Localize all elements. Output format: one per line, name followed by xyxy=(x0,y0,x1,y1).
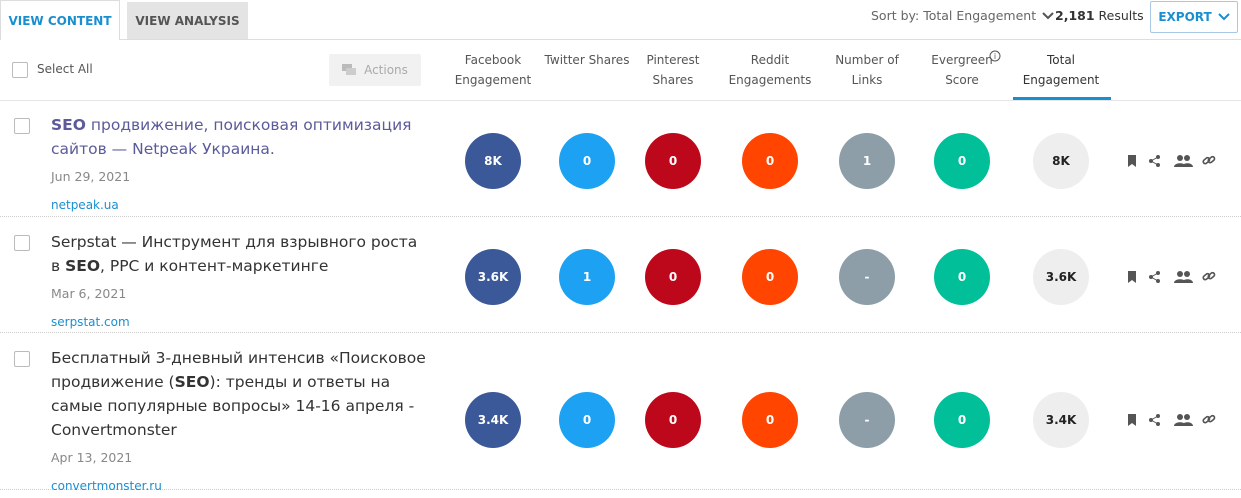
metric-circle: 3.6K xyxy=(465,249,521,305)
result-date: Apr 13, 2021 xyxy=(51,450,133,465)
result-row: Бесплатный 3-дневный интенсив «Поисковое… xyxy=(0,333,1241,493)
result-domain[interactable]: serpstat.com xyxy=(51,315,130,329)
export-label: EXPORT xyxy=(1158,10,1212,24)
metric-circle: 3.4K xyxy=(1033,391,1089,448)
metric-circle: 0 xyxy=(645,249,701,305)
checkbox[interactable] xyxy=(12,62,28,78)
action-icons[interactable] xyxy=(1124,153,1224,169)
metric-circle: 3.6K xyxy=(1033,249,1089,305)
tab-view-analysis[interactable]: VIEW ANALYSIS xyxy=(127,2,248,40)
sort-label: Sort by: Total Engagement xyxy=(871,8,1037,23)
metric-circle: 0 xyxy=(934,132,990,189)
row-actions xyxy=(1124,153,1224,173)
actions-button[interactable]: Actions xyxy=(329,54,421,86)
result-info: Бесплатный 3-дневный интенсив «Поисковое… xyxy=(51,346,426,498)
metric-circle: 0 xyxy=(645,391,701,448)
divider xyxy=(120,39,1241,40)
metric-circle: 0 xyxy=(559,391,615,448)
row-actions xyxy=(1124,269,1224,289)
results-number: 2,181 xyxy=(1055,8,1095,23)
tab-view-content[interactable]: VIEW CONTENT xyxy=(0,0,120,40)
icon xyxy=(342,64,357,75)
checkbox[interactable] xyxy=(14,118,30,134)
column-header[interactable]: Twitter Shares xyxy=(544,53,630,67)
metric-circle: 0 xyxy=(934,249,990,305)
metric-circle: - xyxy=(839,391,895,448)
actions-label: Actions xyxy=(364,63,408,77)
result-date: Jun 29, 2021 xyxy=(51,169,131,184)
column-header[interactable]: Facebook Engagement xyxy=(454,53,532,87)
chevron xyxy=(1042,12,1054,20)
result-domain[interactable]: netpeak.ua xyxy=(51,198,119,212)
action-icons[interactable] xyxy=(1124,269,1224,285)
svg-text:i: i xyxy=(994,52,996,61)
column-header[interactable]: Pinterest Shares xyxy=(646,53,700,87)
metric-circle: - xyxy=(839,249,895,305)
metric-circle: 0 xyxy=(742,132,798,189)
result-info: SEO продвижение, поисковая оптимизация с… xyxy=(51,113,426,217)
column-header[interactable]: Total Engagement xyxy=(1022,53,1100,87)
action-icons[interactable] xyxy=(1124,412,1224,428)
metric-circle: 1 xyxy=(839,132,895,189)
result-title[interactable]: Бесплатный 3-дневный интенсив «Поисковое… xyxy=(51,349,426,439)
result-info: Serpstat — Инструмент для взрывного рост… xyxy=(51,230,426,334)
chevron xyxy=(1217,13,1230,21)
metric-circle: 0 xyxy=(742,249,798,305)
select-all-label: Select All xyxy=(37,62,93,76)
metric-circle: 8K xyxy=(1033,132,1089,189)
metric-circle: 0 xyxy=(645,132,701,189)
metric-circle: 0 xyxy=(559,132,615,189)
column-header[interactable]: Reddit Engagements xyxy=(728,53,812,87)
active-underline xyxy=(1013,97,1111,100)
metric-circle: 1 xyxy=(559,249,615,305)
export-button[interactable]: EXPORT xyxy=(1150,1,1238,33)
result-row: SEO продвижение, поисковая оптимизация с… xyxy=(0,100,1241,217)
results-count: 2,181 Results xyxy=(1055,8,1144,23)
column-header[interactable]: Number of Links xyxy=(835,53,899,87)
metric-circle: 3.4K xyxy=(465,391,521,448)
sort-dropdown[interactable]: Sort by: Total Engagement xyxy=(871,8,1054,23)
results-label: Results xyxy=(1098,8,1144,23)
result-row: Serpstat — Инструмент для взрывного рост… xyxy=(0,217,1241,333)
result-date: Mar 6, 2021 xyxy=(51,286,127,301)
metric-circle: 8K xyxy=(465,132,521,189)
checkbox[interactable] xyxy=(14,351,30,367)
result-title[interactable]: SEO продвижение, поисковая оптимизация с… xyxy=(51,116,412,158)
checkbox[interactable] xyxy=(14,235,30,251)
header-divider xyxy=(0,100,1241,101)
result-domain[interactable]: convertmonster.ru xyxy=(51,479,162,493)
info-icon: i xyxy=(989,50,1001,62)
row-actions xyxy=(1124,412,1224,432)
metric-circle: 0 xyxy=(742,391,798,448)
metric-circle: 0 xyxy=(934,391,990,448)
column-header[interactable]: Evergreen Score xyxy=(931,53,993,87)
result-title[interactable]: Serpstat — Инструмент для взрывного рост… xyxy=(51,233,418,275)
